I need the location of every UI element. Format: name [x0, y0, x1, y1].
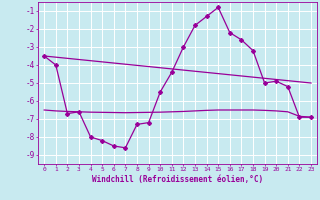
X-axis label: Windchill (Refroidissement éolien,°C): Windchill (Refroidissement éolien,°C): [92, 175, 263, 184]
